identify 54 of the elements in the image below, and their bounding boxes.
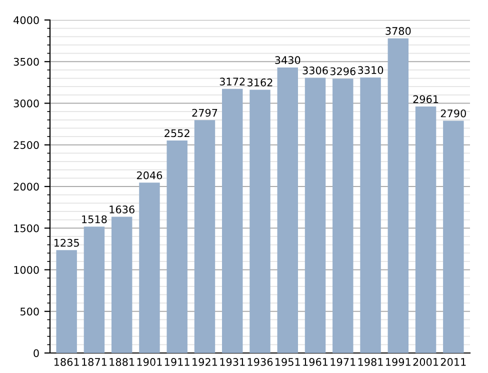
x-tick-label: 1901: [137, 358, 162, 366]
data-label: 1636: [110, 206, 134, 214]
x-tick-label: 1871: [82, 358, 107, 366]
bar: [111, 216, 132, 353]
y-tick-label: 2000: [14, 182, 39, 191]
x-tick-label: 1911: [164, 358, 190, 366]
data-label: 1235: [54, 238, 79, 247]
x-tick-label: 1931: [220, 358, 245, 366]
bar: [250, 90, 270, 353]
data-label: 1518: [82, 215, 107, 224]
data-label: 3172: [220, 78, 245, 86]
bar: [360, 77, 381, 353]
data-label: 3430: [275, 56, 300, 64]
bar: [415, 106, 436, 353]
bar: [84, 226, 105, 353]
data-label: 2797: [192, 108, 218, 117]
data-label: 3780: [386, 27, 411, 35]
y-tick-label: 1500: [14, 224, 39, 232]
y-tick-label: 0: [34, 349, 39, 358]
x-tick-label: 1861: [54, 358, 79, 366]
bar: [443, 120, 464, 353]
y-tick-label: 500: [20, 308, 39, 316]
x-tick-label: 1921: [192, 358, 218, 366]
data-label: 3306: [302, 66, 328, 74]
y-tick-label: 2500: [14, 141, 39, 149]
x-tick-label: 2001: [413, 358, 438, 366]
bar: [388, 38, 409, 353]
data-label: 2790: [440, 109, 466, 118]
x-tick-label: 1881: [110, 358, 134, 366]
bar: [304, 78, 326, 353]
bar: [222, 88, 243, 353]
bar: [277, 67, 298, 353]
x-tick-label: 1991: [386, 358, 410, 366]
bar: [332, 78, 354, 353]
y-tick-label: 1000: [14, 266, 39, 274]
data-label: 2046: [136, 171, 162, 180]
data-label: 2961: [413, 95, 438, 104]
data-label: 3296: [330, 67, 356, 76]
data-label: 2552: [164, 129, 190, 138]
y-tick-label: 3500: [14, 58, 39, 66]
x-tick-label: 1981: [358, 358, 383, 366]
bar: [166, 140, 188, 353]
x-tick-label: 2011: [440, 358, 466, 366]
y-tick-label: 3000: [14, 99, 39, 108]
data-label: 3310: [358, 66, 384, 74]
bar: [56, 250, 77, 353]
x-tick-label: 1971: [330, 358, 356, 366]
x-tick-label: 1951: [276, 358, 300, 366]
x-tick-label: 1961: [303, 358, 328, 366]
y-tick-label: 4000: [14, 16, 39, 24]
bar: [139, 182, 160, 353]
x-tick-label: 1936: [248, 358, 273, 366]
data-label: 3162: [248, 78, 272, 86]
bar: [194, 120, 216, 353]
